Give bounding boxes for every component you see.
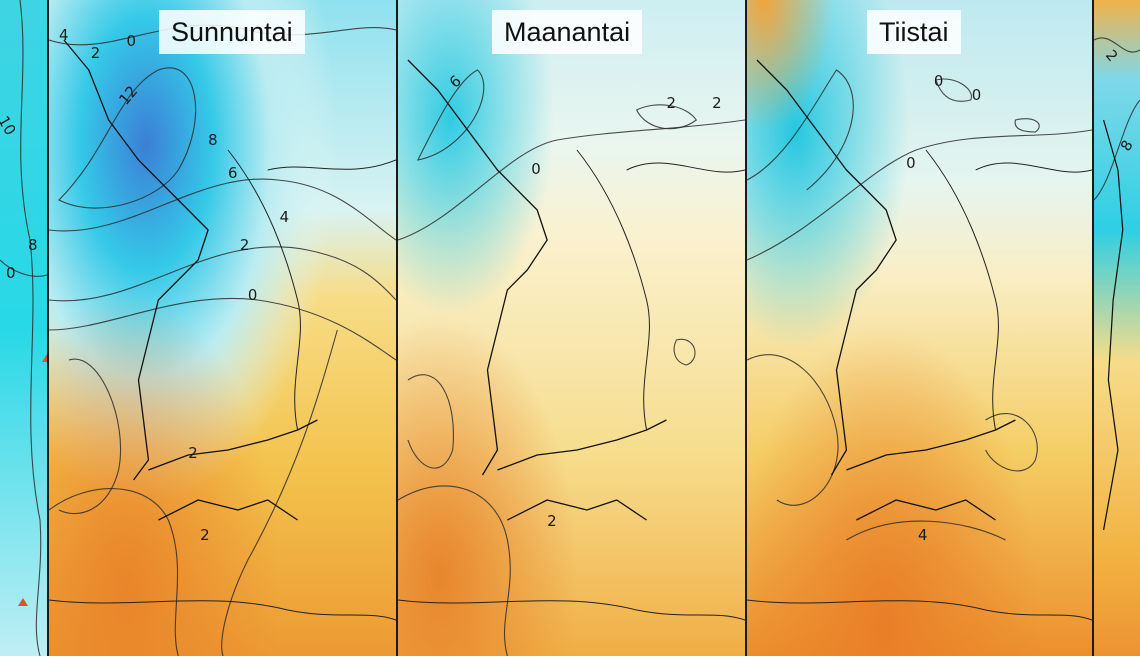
map-panel-tuesday: 0 0 0 4 Tiistai: [745, 0, 1092, 656]
day-label: Tiistai: [867, 10, 961, 54]
temperature-field: [1094, 0, 1140, 656]
map-panel-sunday: 4 2 0 12 8 6 4 2 0 2 2 Sunnuntai: [47, 0, 396, 656]
marker-icon: [42, 354, 47, 362]
day-label: Sunnuntai: [159, 10, 305, 54]
temperature-field: [0, 0, 47, 656]
day-label: Maanantai: [492, 10, 643, 54]
map-panel-prev: 10 8 0: [0, 0, 47, 656]
marker-icon: [18, 598, 28, 606]
map-panel-next: 2 8: [1092, 0, 1140, 656]
map-panel-monday: 6 2 2 0 2 Maanantai: [396, 0, 745, 656]
